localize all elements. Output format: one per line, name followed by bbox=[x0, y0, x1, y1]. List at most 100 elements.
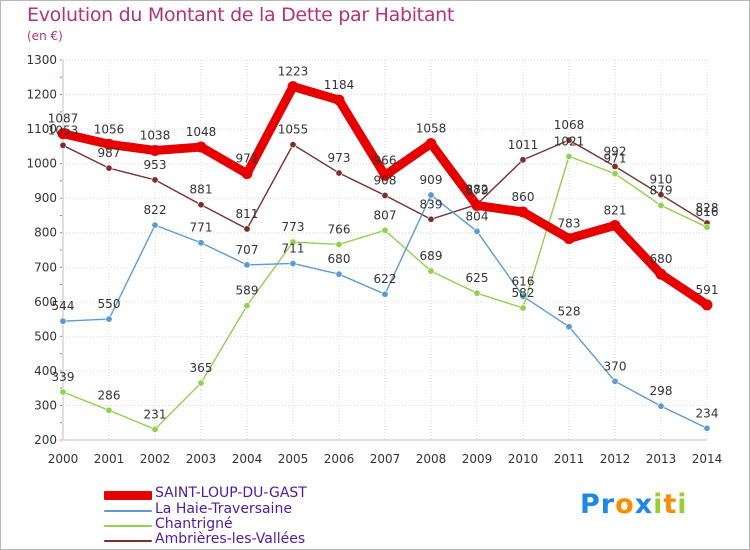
data-point bbox=[59, 141, 67, 149]
legend-label: SAINT-LOUP-DU-GAST bbox=[155, 485, 307, 501]
y-tick-label: 1200 bbox=[26, 88, 57, 102]
data-point bbox=[243, 261, 251, 269]
data-label: 582 bbox=[512, 286, 535, 300]
data-label: 711 bbox=[282, 241, 305, 255]
data-label: 1056 bbox=[94, 122, 125, 136]
data-label: 1087 bbox=[48, 112, 79, 126]
data-label: 1011 bbox=[508, 138, 539, 152]
data-label: 365 bbox=[190, 361, 213, 375]
data-label: 966 bbox=[374, 153, 397, 167]
chart-title: Evolution du Montant de la Dette par Hab… bbox=[27, 4, 455, 26]
y-tick-label: 900 bbox=[34, 191, 57, 205]
y-tick-label: 800 bbox=[34, 226, 57, 240]
data-point bbox=[473, 227, 481, 235]
data-label: 625 bbox=[466, 271, 489, 285]
data-label: 766 bbox=[328, 222, 351, 236]
data-label: 689 bbox=[420, 249, 443, 263]
data-point bbox=[105, 164, 113, 172]
data-point bbox=[519, 156, 527, 164]
x-tick-label: 2000 bbox=[48, 452, 79, 466]
data-label: 771 bbox=[190, 221, 213, 235]
data-label: 1053 bbox=[48, 123, 79, 137]
x-tick-label: 2009 bbox=[462, 452, 493, 466]
data-point bbox=[197, 201, 205, 209]
data-label: 839 bbox=[420, 197, 443, 211]
y-tick-label: 600 bbox=[34, 295, 57, 309]
data-point bbox=[565, 136, 573, 144]
data-label: 286 bbox=[98, 388, 121, 402]
data-label: 1058 bbox=[416, 122, 447, 136]
x-tick-label: 2001 bbox=[94, 452, 125, 466]
data-point bbox=[703, 223, 711, 231]
data-label: 987 bbox=[98, 146, 121, 160]
data-point bbox=[151, 425, 159, 433]
data-label: 1021 bbox=[554, 134, 585, 148]
data-label: 680 bbox=[650, 252, 673, 266]
data-point bbox=[655, 268, 667, 280]
data-label: 231 bbox=[144, 407, 167, 421]
data-label: 953 bbox=[144, 158, 167, 172]
data-label: 971 bbox=[604, 152, 627, 166]
data-label: 879 bbox=[650, 183, 673, 197]
data-point bbox=[657, 191, 665, 199]
data-point bbox=[335, 240, 343, 248]
data-point bbox=[243, 302, 251, 310]
data-label: 298 bbox=[650, 384, 673, 398]
data-point bbox=[701, 299, 713, 311]
data-label: 882 bbox=[466, 182, 489, 196]
data-point bbox=[105, 406, 113, 414]
data-label: 973 bbox=[328, 151, 351, 165]
x-tick-label: 2014 bbox=[692, 452, 723, 466]
data-point bbox=[381, 226, 389, 234]
logo-letter: i bbox=[653, 489, 664, 520]
data-label: 860 bbox=[512, 190, 535, 204]
data-label: 234 bbox=[696, 406, 719, 420]
x-tick-label: 2010 bbox=[508, 452, 539, 466]
data-point bbox=[425, 138, 437, 150]
data-label: 816 bbox=[696, 205, 719, 219]
data-label: 908 bbox=[374, 173, 397, 187]
data-label: 881 bbox=[190, 183, 213, 197]
data-label: 971 bbox=[236, 152, 259, 166]
x-tick-label: 2004 bbox=[232, 452, 263, 466]
data-point bbox=[703, 424, 711, 432]
logo-letter: o bbox=[615, 489, 635, 520]
chart-unit-label: (en €) bbox=[27, 29, 63, 43]
data-label: 804 bbox=[466, 209, 489, 223]
x-tick-label: 2013 bbox=[646, 452, 677, 466]
x-tick-label: 2012 bbox=[600, 452, 631, 466]
data-point bbox=[471, 199, 483, 211]
logo-letter: t bbox=[663, 489, 678, 520]
data-label: 1038 bbox=[140, 129, 171, 143]
y-tick-label: 200 bbox=[34, 433, 57, 447]
data-point bbox=[427, 191, 435, 199]
data-label: 680 bbox=[328, 252, 351, 266]
x-tick-label: 2002 bbox=[140, 452, 171, 466]
y-tick-label: 300 bbox=[34, 398, 57, 412]
data-label: 909 bbox=[420, 173, 443, 187]
data-point bbox=[563, 233, 575, 245]
legend-label: Ambrières-les-Vallées bbox=[155, 531, 306, 547]
legend-swatch bbox=[104, 525, 152, 527]
data-point bbox=[103, 138, 115, 150]
data-point bbox=[611, 377, 619, 385]
x-tick-label: 2008 bbox=[416, 452, 447, 466]
logo-letter: r bbox=[600, 489, 616, 520]
data-point bbox=[381, 191, 389, 199]
data-point bbox=[333, 94, 345, 106]
legend-swatch bbox=[104, 491, 152, 500]
data-point bbox=[517, 206, 529, 218]
data-label: 339 bbox=[52, 370, 75, 384]
data-point bbox=[519, 292, 527, 300]
data-point bbox=[105, 315, 113, 323]
y-tick-label: 1000 bbox=[26, 157, 57, 171]
logo-letter: i bbox=[677, 489, 688, 520]
legend-swatch bbox=[104, 540, 152, 542]
x-tick-label: 2011 bbox=[554, 452, 585, 466]
data-point bbox=[289, 259, 297, 267]
data-label: 821 bbox=[604, 203, 627, 217]
data-point bbox=[241, 168, 253, 180]
data-label: 1055 bbox=[278, 123, 309, 137]
data-point bbox=[519, 304, 527, 312]
data-point bbox=[197, 379, 205, 387]
